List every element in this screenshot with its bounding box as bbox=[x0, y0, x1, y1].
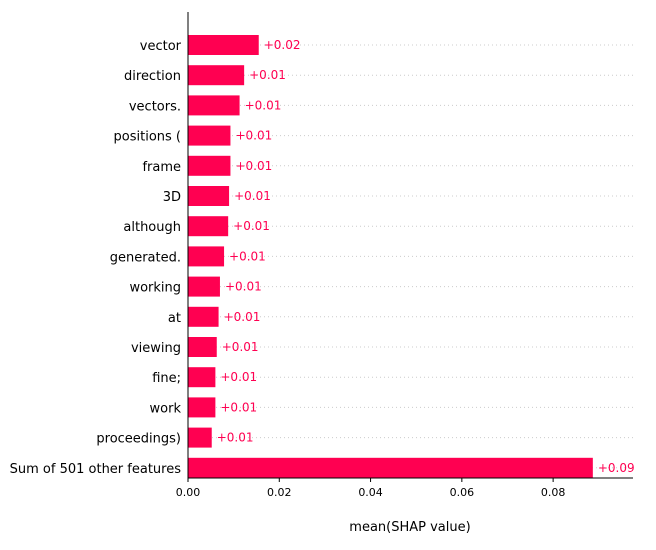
category-label: direction bbox=[124, 69, 181, 84]
bar bbox=[188, 246, 225, 267]
value-label: +0.01 bbox=[249, 68, 286, 82]
value-label: +0.01 bbox=[235, 129, 272, 143]
category-label: proceedings) bbox=[96, 432, 181, 447]
bar bbox=[188, 216, 229, 237]
category-label: work bbox=[150, 401, 182, 416]
bar bbox=[188, 397, 216, 418]
bar bbox=[188, 306, 219, 327]
x-tick-label: 0.04 bbox=[358, 486, 383, 499]
category-label: vectors. bbox=[129, 99, 181, 114]
bar bbox=[188, 35, 259, 55]
x-axis-title: mean(SHAP value) bbox=[349, 520, 470, 535]
value-label: +0.01 bbox=[225, 280, 262, 294]
value-label: +0.01 bbox=[233, 219, 270, 233]
value-label: +0.01 bbox=[222, 340, 259, 354]
category-label: at bbox=[168, 311, 181, 326]
category-label: positions ( bbox=[114, 130, 181, 145]
category-label: fine; bbox=[152, 371, 181, 386]
category-label: working bbox=[129, 281, 181, 296]
category-label: generated. bbox=[110, 250, 181, 265]
x-tick-label: 0.06 bbox=[450, 486, 475, 499]
bar bbox=[188, 427, 212, 448]
x-tick-label: 0.00 bbox=[176, 486, 201, 499]
value-label: +0.01 bbox=[224, 310, 261, 324]
category-label: vector bbox=[140, 39, 182, 54]
value-label: +0.01 bbox=[220, 400, 257, 414]
x-tick-label: 0.02 bbox=[267, 486, 292, 499]
x-tick-label: 0.08 bbox=[541, 486, 566, 499]
value-label: +0.01 bbox=[245, 98, 282, 112]
category-label: viewing bbox=[131, 341, 181, 356]
bar bbox=[188, 65, 245, 86]
bar bbox=[188, 457, 593, 478]
value-label: +0.01 bbox=[229, 249, 266, 263]
value-label: +0.01 bbox=[234, 189, 271, 203]
value-label: +0.09 bbox=[598, 461, 635, 475]
category-label: 3D bbox=[163, 190, 181, 205]
bar bbox=[188, 276, 220, 297]
value-label: +0.01 bbox=[217, 431, 254, 445]
bar bbox=[188, 186, 230, 206]
bar bbox=[188, 367, 216, 388]
value-label: +0.01 bbox=[235, 159, 272, 173]
bar bbox=[188, 125, 231, 146]
bar bbox=[188, 337, 217, 357]
category-label: frame bbox=[142, 160, 181, 175]
bar bbox=[188, 155, 231, 176]
bar bbox=[188, 95, 240, 116]
category-label: Sum of 501 other features bbox=[10, 462, 182, 477]
bars: +0.02 +0.01 +0.01 +0.01 +0.01 +0.01 +0.01 +0.01… bbox=[188, 35, 635, 478]
category-label: although bbox=[123, 220, 181, 235]
axes: vector direction vectors. positions ( frame 3… bbox=[10, 12, 633, 499]
value-label: +0.02 bbox=[264, 38, 301, 52]
value-label: +0.01 bbox=[220, 370, 257, 384]
